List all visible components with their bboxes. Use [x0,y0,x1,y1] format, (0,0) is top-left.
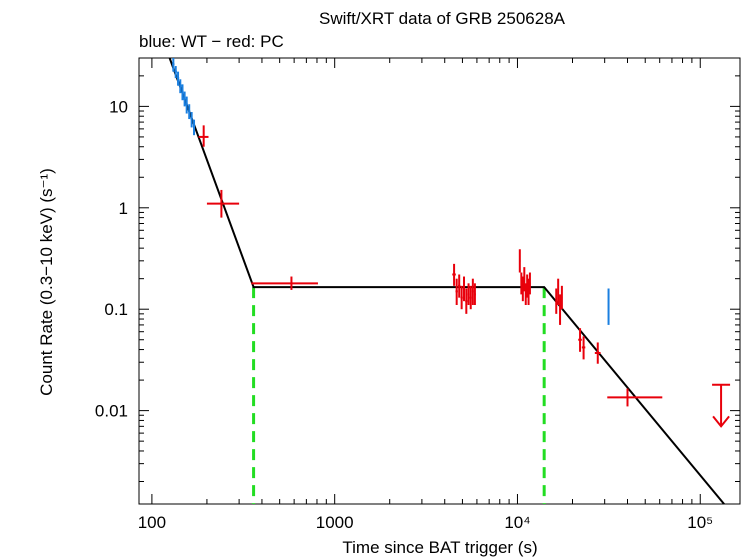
pc-point [467,283,470,306]
pc-point [465,288,468,314]
axis-ticks: 100 1000 10⁴ 10⁵ 10 1 0.1 0.01 [95,57,740,532]
wt-point [185,96,188,114]
pc-point [560,285,563,310]
wt-point [183,91,186,107]
y-tick-label: 10 [109,97,128,116]
wt-point [172,58,175,72]
data-points [172,58,731,428]
pc-point [581,336,586,360]
wt-point [193,119,196,136]
pc-point [206,189,240,218]
x-tick-label: 10⁴ [504,513,530,532]
chart-title: Swift/XRT data of GRB 250628A [319,9,566,28]
pc-point [290,276,318,290]
x-tick-label: 10⁵ [687,513,713,532]
pc-point [462,276,466,302]
wt-point [174,66,177,79]
pc-point [471,278,474,306]
wt-point [181,84,184,101]
pc-point [469,285,472,310]
plot-frame [138,57,741,505]
y-tick-label: 0.1 [104,300,128,319]
model-line [168,57,725,505]
pc-point [452,263,456,286]
pc-point [555,288,558,314]
y-axis-label: Count Rate (0.3−10 keV) (s⁻¹) [37,168,56,396]
pc-point [455,278,458,306]
pc-point [578,328,582,352]
pc-point [557,278,560,306]
pc-point [458,274,461,298]
y-tick-label: 0.01 [95,402,128,421]
x-axis-label: Time since BAT trigger (s) [342,538,537,557]
pc-point [518,249,521,273]
wt-point [179,79,182,94]
pc-point [460,285,463,310]
pc-point [594,342,601,364]
wt-point [176,71,180,86]
pc-point [198,125,209,147]
wt-point [190,112,193,128]
pc-point [528,272,531,295]
x-tick-label: 1000 [316,513,354,532]
upper-limit-arrow [712,383,731,428]
pc-point [523,267,526,292]
upper-limit-head [712,415,730,428]
pc-point [559,294,562,325]
chart-subtitle: blue: WT − red: PC [139,32,284,51]
x-tick-label: 100 [138,513,166,532]
y-tick-label: 1 [119,199,128,218]
pc-point [473,283,476,306]
model-fit [168,57,725,505]
break-lines [252,287,546,504]
wt-point [188,104,191,120]
